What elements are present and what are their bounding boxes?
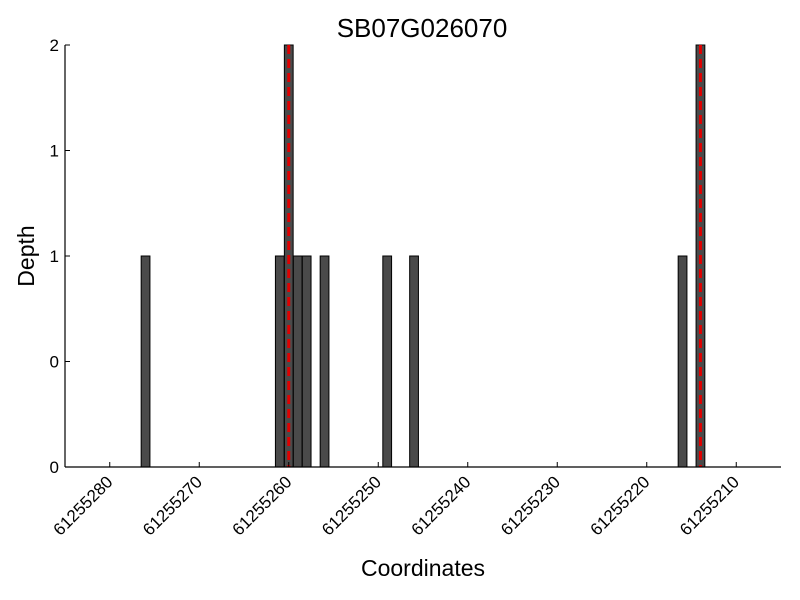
x-axis-label: Coordinates xyxy=(361,555,485,581)
chart-title: SB07G026070 xyxy=(337,13,508,43)
x-tick-label: 61255280 xyxy=(50,472,117,539)
x-tick-label: 61255210 xyxy=(676,472,743,539)
bar xyxy=(382,255,393,468)
x-tick-label: 61255260 xyxy=(229,472,296,539)
x-tick-label: 61255250 xyxy=(318,472,385,539)
axes-layer xyxy=(64,45,781,468)
markers-layer xyxy=(287,45,702,467)
x-tick-label: 61255240 xyxy=(408,472,475,539)
x-tick-label: 61255220 xyxy=(587,472,654,539)
bar xyxy=(319,255,330,468)
y-tick-label: 0 xyxy=(50,353,59,372)
y-tick-label: 1 xyxy=(50,142,59,161)
ticks-layer: 61255280 61255270 61255260 61255250 61255240… xyxy=(50,36,744,539)
bar xyxy=(292,255,303,468)
y-tick-label: 2 xyxy=(50,36,59,55)
bars-layer xyxy=(140,44,706,468)
y-axis-label: Depth xyxy=(13,225,39,286)
bar xyxy=(274,255,285,468)
bar xyxy=(409,255,419,468)
bar xyxy=(677,255,688,468)
y-tick-label: 1 xyxy=(50,247,59,266)
y-tick-label: 0 xyxy=(50,458,59,477)
x-tick-label: 61255270 xyxy=(139,472,206,539)
x-tick-label: 61255230 xyxy=(497,472,564,539)
bar xyxy=(301,255,312,468)
bar xyxy=(140,255,151,468)
